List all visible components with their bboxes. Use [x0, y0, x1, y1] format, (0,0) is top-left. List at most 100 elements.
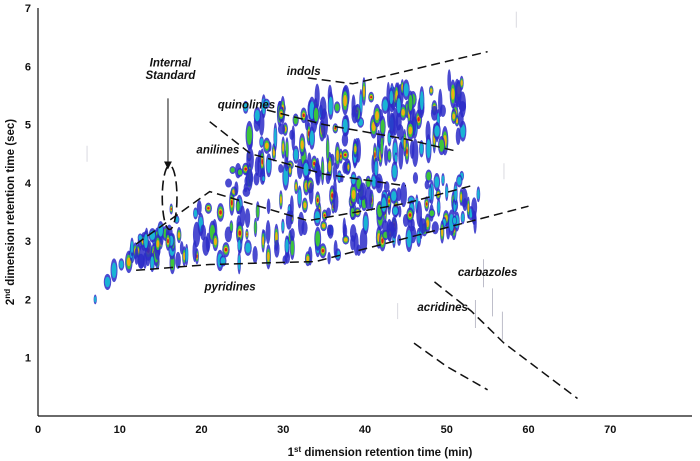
- peak-spot: [175, 251, 181, 269]
- internal-standard-marker: [161, 98, 178, 231]
- region-label: pyridines: [204, 282, 256, 294]
- peak-spot: [424, 196, 430, 212]
- peak-spot: [234, 181, 239, 196]
- peak-spot: [235, 221, 244, 245]
- region-label: indols: [287, 66, 321, 78]
- peak-spot: [391, 204, 399, 218]
- peak-spot: [263, 98, 270, 109]
- x-tick-label: 10: [114, 424, 126, 436]
- peak-spot: [406, 120, 415, 141]
- peak-spot: [212, 232, 219, 252]
- peak-spot: [380, 193, 388, 216]
- peak-spot: [320, 156, 325, 186]
- peak-spot: [278, 163, 284, 173]
- x-tick-label: 50: [441, 424, 453, 436]
- peak-spot: [253, 106, 261, 125]
- peak-spot: [452, 215, 457, 226]
- peak-spot: [334, 141, 341, 170]
- peak-spot: [373, 103, 381, 128]
- peak-spot: [285, 210, 293, 230]
- peak-spot: [436, 197, 441, 217]
- peak-spot: [395, 94, 402, 118]
- x-tick-label: 30: [277, 424, 289, 436]
- peak-spot: [302, 159, 310, 180]
- peak-spot: [341, 132, 349, 147]
- peak-spot: [235, 198, 241, 215]
- peak-spot: [253, 217, 258, 238]
- peak-spot: [459, 75, 464, 91]
- peak-spot: [253, 172, 260, 186]
- peak-spot: [225, 178, 233, 188]
- peak-spot: [237, 250, 241, 275]
- boundary-acridines-boundary: [413, 342, 488, 391]
- peak-spot: [237, 236, 242, 254]
- peak-spot: [327, 91, 334, 120]
- peak-spot: [325, 134, 330, 164]
- region-label: carbazoles: [458, 267, 517, 279]
- peak-spot: [445, 183, 449, 201]
- peak-spot: [430, 105, 439, 121]
- peak-spot: [242, 100, 249, 114]
- peak-spot: [244, 208, 251, 228]
- x-tick-label: 60: [522, 424, 534, 436]
- peak-spot: [384, 145, 389, 166]
- peak-spot: [449, 79, 457, 109]
- peak-spot: [428, 85, 434, 96]
- internal-standard-ellipse: [161, 164, 178, 231]
- region-label: acridines: [417, 302, 468, 314]
- peak-spot: [476, 186, 481, 203]
- peak-spot: [456, 174, 463, 188]
- peak-spot: [319, 243, 327, 259]
- peak-spot: [396, 187, 402, 202]
- peak-spot: [375, 173, 383, 194]
- peak-spot: [313, 207, 322, 227]
- peak-spot: [118, 258, 125, 271]
- peak-spot: [265, 244, 271, 270]
- boundary-carbazoles-boundary: [434, 281, 578, 400]
- peak-spot: [289, 228, 295, 241]
- peak-spot: [327, 224, 334, 239]
- peak-spot: [396, 124, 404, 141]
- peak-spot: [143, 230, 149, 252]
- y-tick-label: 2: [25, 294, 31, 306]
- peak-spot: [404, 138, 410, 165]
- peak-spot: [245, 120, 254, 150]
- peak-spot: [193, 207, 199, 220]
- peak-spot: [362, 211, 369, 235]
- peak-spot: [229, 220, 234, 234]
- peak-spot: [245, 228, 249, 240]
- y-tick-labels: 1 2 3 4 5 6 7: [25, 3, 32, 365]
- peak-spot: [308, 126, 315, 150]
- peak-spot: [297, 185, 302, 209]
- peak-spot: [459, 188, 463, 206]
- peak-spot: [379, 115, 386, 138]
- peak-spot: [441, 173, 445, 187]
- y-tick-label: 4: [25, 178, 32, 190]
- peak-spot: [402, 79, 410, 101]
- peak-spot: [315, 169, 322, 177]
- peak-spot: [387, 148, 392, 163]
- peak-spot: [308, 182, 314, 205]
- peak-spot: [265, 220, 271, 245]
- peak-spot: [294, 179, 299, 195]
- y-tick-label: 7: [25, 3, 31, 15]
- peak-spot: [398, 205, 402, 218]
- peak-spot: [447, 69, 452, 92]
- region-label: Standard: [146, 70, 197, 82]
- peak-spot: [229, 166, 236, 174]
- peak-spot: [259, 136, 264, 148]
- peak-spot: [255, 201, 260, 222]
- peak-spot: [285, 137, 289, 163]
- y-tick-label: 5: [25, 120, 31, 132]
- peak-spot: [419, 86, 425, 116]
- peak-spot: [304, 251, 311, 267]
- chromatogram-peaks: [86, 11, 517, 340]
- x-tick-label: 70: [604, 424, 616, 436]
- peak-spot: [274, 239, 280, 258]
- peak-spot: [361, 77, 366, 106]
- peak-spot: [320, 108, 329, 139]
- x-tick-label: 20: [195, 424, 207, 436]
- peak-spot: [381, 96, 390, 114]
- peak-spot: [196, 200, 202, 216]
- peak-spot: [314, 83, 320, 110]
